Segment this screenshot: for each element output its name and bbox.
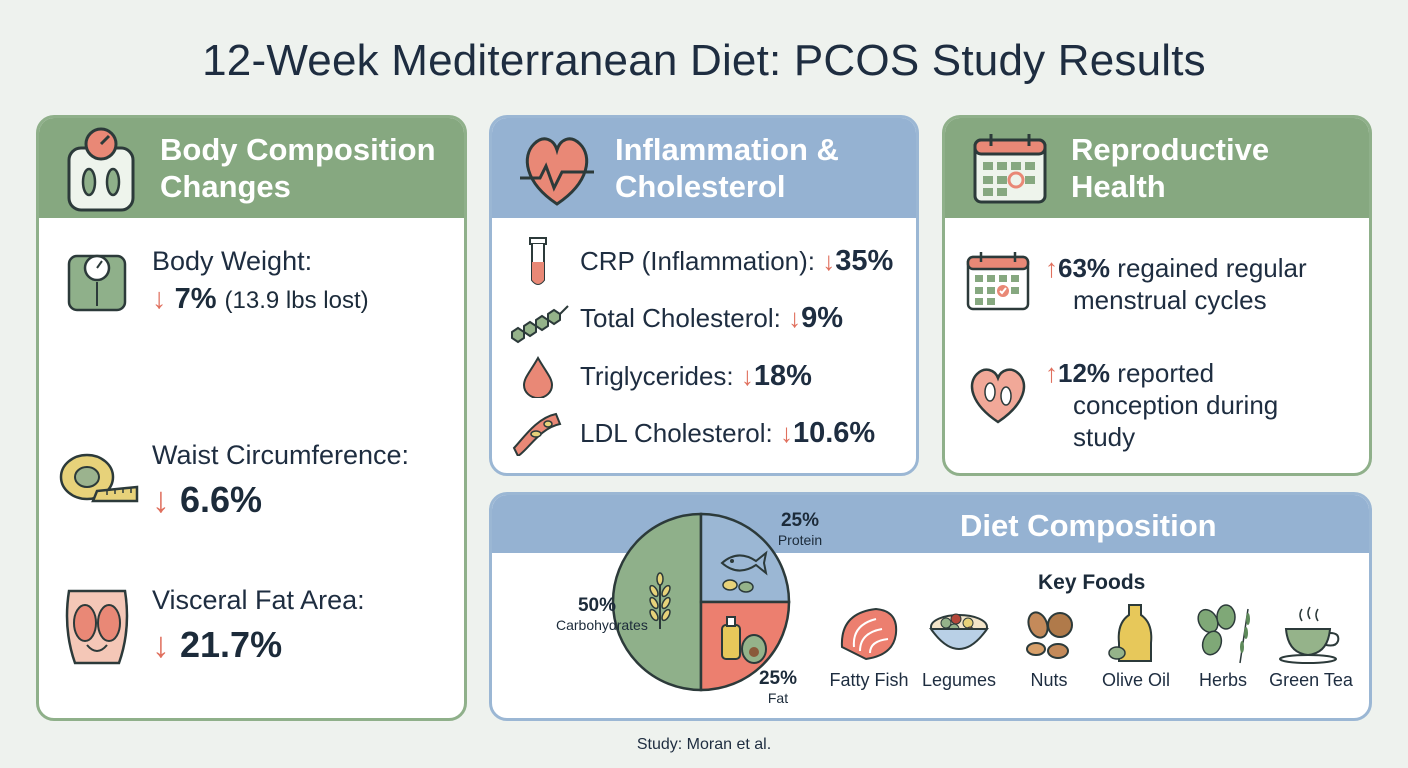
triglycerides-value: 18% — [753, 360, 812, 392]
waist-label: Waist Circumference: — [152, 440, 410, 470]
scale-icon — [67, 127, 135, 212]
test-tube-icon — [529, 237, 547, 285]
macro-pie-chart — [611, 512, 791, 692]
triglycerides-row: Triglycerides: ↓18% — [580, 360, 812, 393]
inflammation-title-line2: Cholesterol — [615, 169, 786, 204]
food-label: Herbs — [1198, 670, 1247, 690]
food-item: Fatty Fish — [826, 603, 912, 691]
herbs-icon — [1197, 604, 1250, 664]
calendar-check-icon — [966, 252, 1030, 311]
crp-label: CRP (Inflammation): — [580, 246, 816, 276]
down-arrow-icon: ↓ — [152, 283, 167, 315]
heart-icon — [520, 137, 594, 206]
calendar-icon — [973, 134, 1047, 204]
nuts-icon — [1026, 611, 1073, 659]
cycles-value: 63% — [1058, 253, 1111, 283]
conception-text-b: conception during — [1073, 390, 1279, 420]
total-cholesterol-row: Total Cholesterol: ↓9% — [580, 302, 843, 335]
inflammation-header: Inflammation & Cholesterol — [492, 118, 916, 218]
wheat-icon — [649, 572, 671, 629]
carb-label: Carbohydrates — [556, 617, 648, 633]
down-arrow-icon: ↓ — [152, 624, 170, 665]
protein-value: 25% — [780, 510, 820, 531]
ldl-label: LDL Cholesterol: — [580, 418, 773, 448]
food-item: Legumes — [916, 603, 1002, 691]
food-label: Green Tea — [1269, 670, 1353, 690]
food-item: Herbs — [1180, 603, 1266, 691]
body-weight-label: Body Weight: — [152, 246, 313, 276]
body-composition-header: Body Composition Changes — [39, 118, 464, 218]
food-label: Legumes — [921, 670, 997, 690]
bathroom-scale-icon — [67, 254, 127, 312]
food-label: Olive Oil — [1101, 670, 1170, 690]
total-cholesterol-label: Total Cholesterol: — [580, 303, 781, 333]
ldl-row: LDL Cholesterol: ↓10.6% — [580, 417, 875, 450]
reproductive-card: Reproductive Health ↑63% regained regula… — [942, 115, 1372, 476]
carb-value: 50% — [577, 595, 617, 616]
food-item: Olive Oil — [1093, 603, 1179, 691]
conception-value: 12% — [1058, 358, 1111, 388]
artery-icon — [512, 412, 562, 456]
conception-text-a: reported — [1117, 358, 1215, 388]
down-arrow-icon: ↓ — [740, 361, 754, 391]
ldl-value: 10.6% — [792, 417, 876, 449]
down-arrow-icon: ↓ — [788, 303, 802, 333]
fish-beans-icon — [720, 550, 768, 593]
food-item: Green Tea — [1268, 603, 1354, 691]
up-arrow-icon: ↑ — [1045, 253, 1058, 283]
total-cholesterol-value: 9% — [801, 302, 844, 334]
oil-avocado-icon — [721, 616, 767, 664]
molecule-icon — [511, 305, 569, 344]
legumes-bowl-icon — [929, 613, 989, 650]
crp-value: 35% — [835, 245, 894, 277]
body-composition-title-line1: Body Composition — [160, 132, 436, 167]
torso-organs-icon — [65, 589, 129, 665]
fat-label: Fat — [767, 690, 789, 706]
cycles-text-b: menstrual cycles — [1073, 285, 1267, 315]
food-item: Nuts — [1006, 603, 1092, 691]
down-arrow-icon: ↓ — [822, 246, 836, 276]
page-title: 12-Week Mediterranean Diet: PCOS Study R… — [202, 36, 1206, 85]
body-weight-note: (13.9 lbs lost) — [224, 287, 369, 314]
fat-value: 25% — [758, 668, 798, 689]
triglycerides-label: Triglycerides: — [580, 361, 734, 391]
heart-footprints-icon — [970, 368, 1026, 424]
reproductive-header: Reproductive Health — [945, 118, 1369, 218]
body-composition-card: Body Composition Changes Body Weight: ↓ … — [36, 115, 467, 721]
reproductive-title-line2: Health — [1071, 169, 1166, 204]
up-arrow-icon: ↑ — [1045, 358, 1058, 388]
body-weight-value: 7% — [174, 283, 217, 315]
protein-label: Protein — [777, 532, 823, 548]
inflammation-title-line1: Inflammation & — [615, 132, 839, 167]
body-composition-title-line2: Changes — [160, 169, 291, 204]
reproductive-title-line1: Reproductive — [1071, 132, 1270, 167]
diet-title: Diet Composition — [960, 508, 1217, 543]
diet-card: Diet Composition — [489, 492, 1372, 721]
down-arrow-icon: ↓ — [152, 479, 170, 520]
study-citation: Study: Moran et al. — [636, 736, 772, 753]
cycles-text-a: regained regular — [1117, 253, 1307, 283]
salmon-icon — [840, 607, 898, 661]
visceral-value: 21.7% — [180, 624, 283, 665]
inflammation-card: Inflammation & Cholesterol CRP (Inflamma… — [489, 115, 919, 476]
measuring-tape-icon — [59, 453, 139, 503]
tea-cup-icon — [1279, 606, 1340, 664]
visceral-label: Visceral Fat Area: — [152, 585, 365, 615]
olive-oil-bottle-icon — [1108, 604, 1153, 662]
droplet-icon — [522, 356, 554, 398]
key-foods-label: Key Foods — [1038, 571, 1146, 594]
food-label: Fatty Fish — [829, 670, 909, 690]
down-arrow-icon: ↓ — [779, 418, 793, 448]
food-label: Nuts — [1030, 670, 1068, 690]
conception-text-c: study — [1073, 422, 1136, 452]
crp-row: CRP (Inflammation): ↓35% — [580, 245, 893, 278]
waist-value: 6.6% — [180, 479, 263, 520]
